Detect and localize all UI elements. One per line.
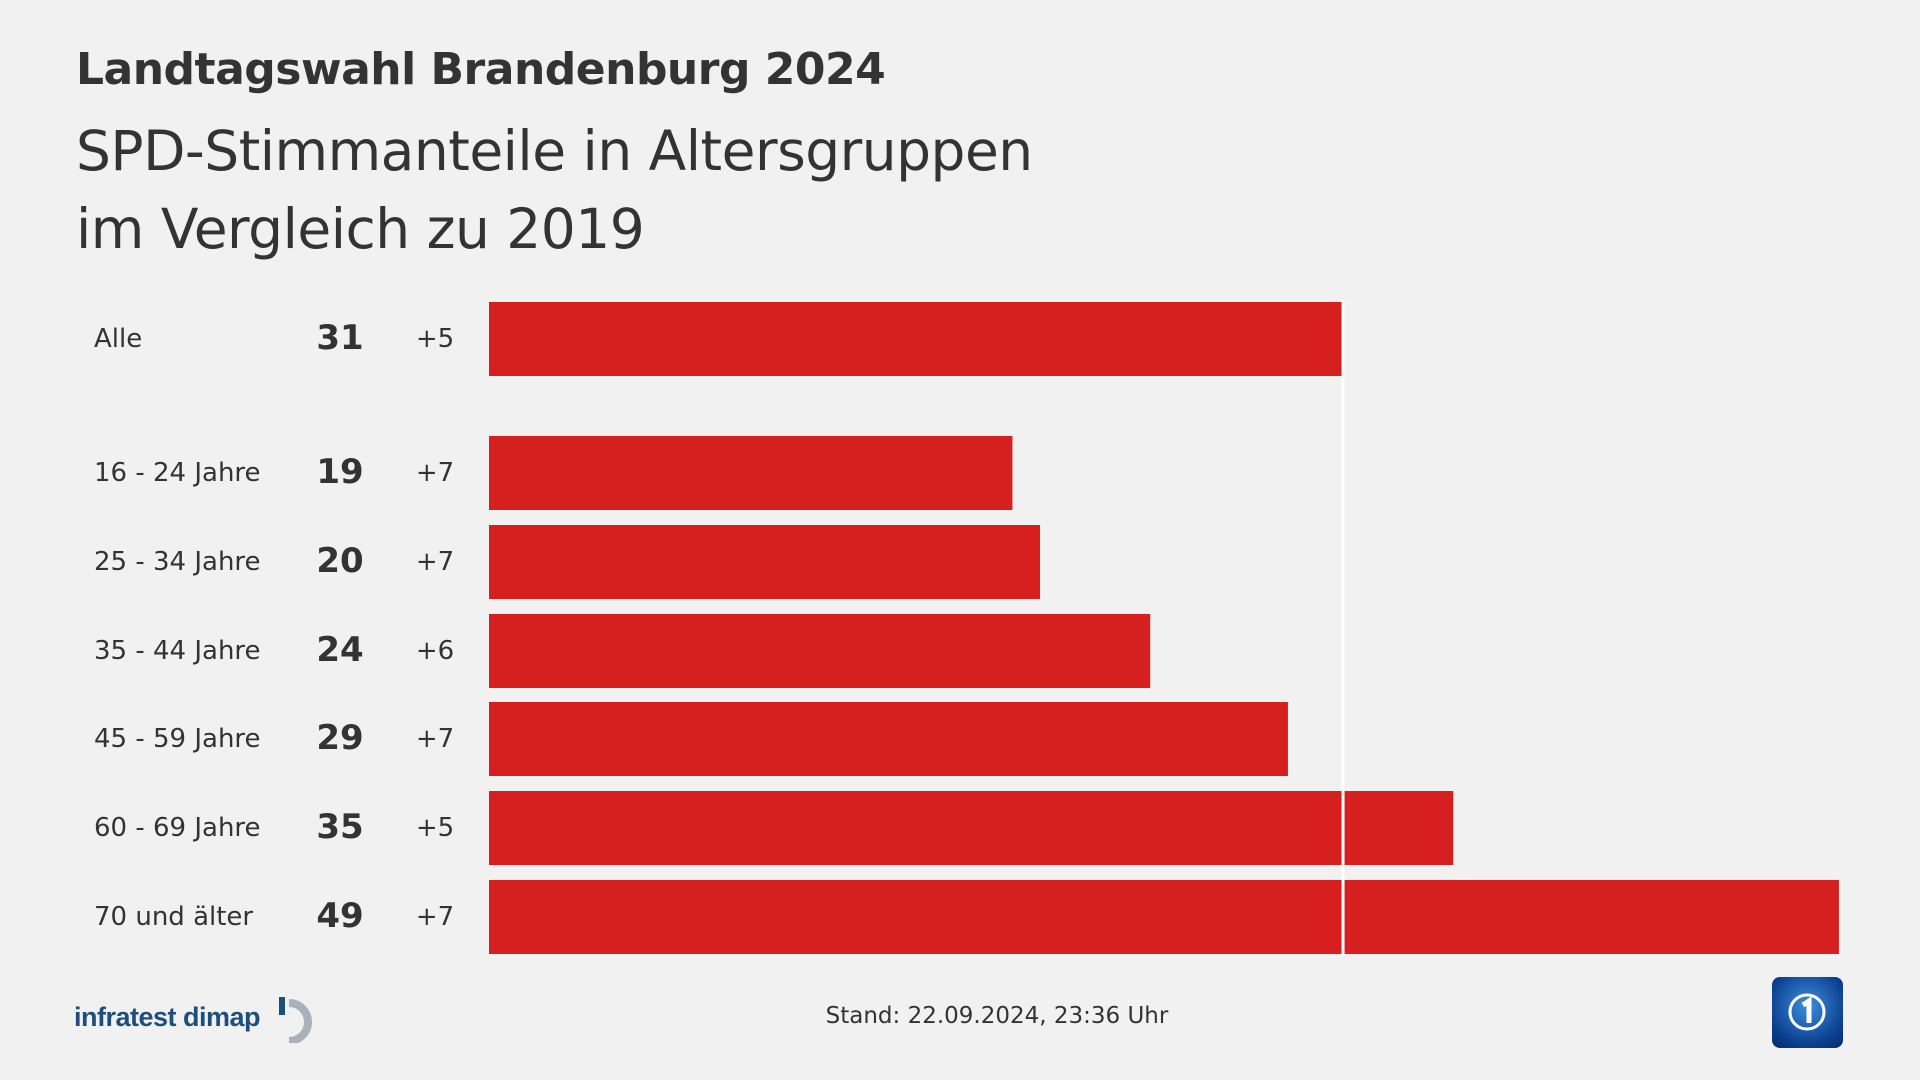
value-label: 24 (316, 630, 364, 670)
ard-one-icon (1788, 993, 1826, 1031)
bar-4 (489, 702, 1288, 776)
bar-5 (489, 791, 1454, 865)
category-label: 25 - 34 Jahre (94, 547, 261, 577)
bar-3 (489, 614, 1151, 688)
timestamp: Stand: 22.09.2024, 23:36 Uhr (825, 1003, 1169, 1029)
value-label: 31 (316, 318, 364, 358)
change-label: +7 (415, 724, 455, 754)
category-label: 60 - 69 Jahre (94, 813, 261, 843)
value-label: 20 (316, 541, 364, 581)
change-label: +6 (415, 636, 455, 666)
chart-title: Landtagswahl Brandenburg 2024 (76, 44, 886, 95)
bar-1 (489, 436, 1013, 510)
infratest-logo-text: infratest dimap (74, 1002, 261, 1033)
infratest-logo-icon (279, 997, 312, 1045)
value-label: 35 (316, 807, 364, 847)
value-label: 19 (316, 452, 364, 492)
subtitle-line-1: SPD-Stimmanteile in Altersgruppen (76, 119, 1033, 183)
bar-6 (489, 880, 1839, 954)
change-label: +5 (415, 324, 455, 354)
infratest-dimap-logo: infratest dimap (74, 995, 321, 1045)
value-label: 49 (316, 896, 364, 936)
category-label: 70 und älter (94, 902, 254, 932)
category-label: 45 - 59 Jahre (94, 724, 261, 754)
subtitle-line-2: im Vergleich zu 2019 (76, 197, 645, 261)
bar-0 (489, 302, 1344, 376)
category-label: 16 - 24 Jahre (94, 458, 261, 488)
bar-2 (489, 525, 1040, 599)
ard-logo (1772, 977, 1843, 1048)
change-label: +7 (415, 902, 455, 932)
change-label: +7 (415, 458, 455, 488)
change-label: +5 (415, 813, 455, 843)
change-label: +7 (415, 547, 455, 577)
chart-subtitle: SPD-Stimmanteile in Altersgruppen im Ver… (76, 112, 1276, 268)
value-label: 29 (316, 718, 364, 758)
category-label: Alle (94, 324, 143, 354)
category-label: 35 - 44 Jahre (94, 636, 261, 666)
